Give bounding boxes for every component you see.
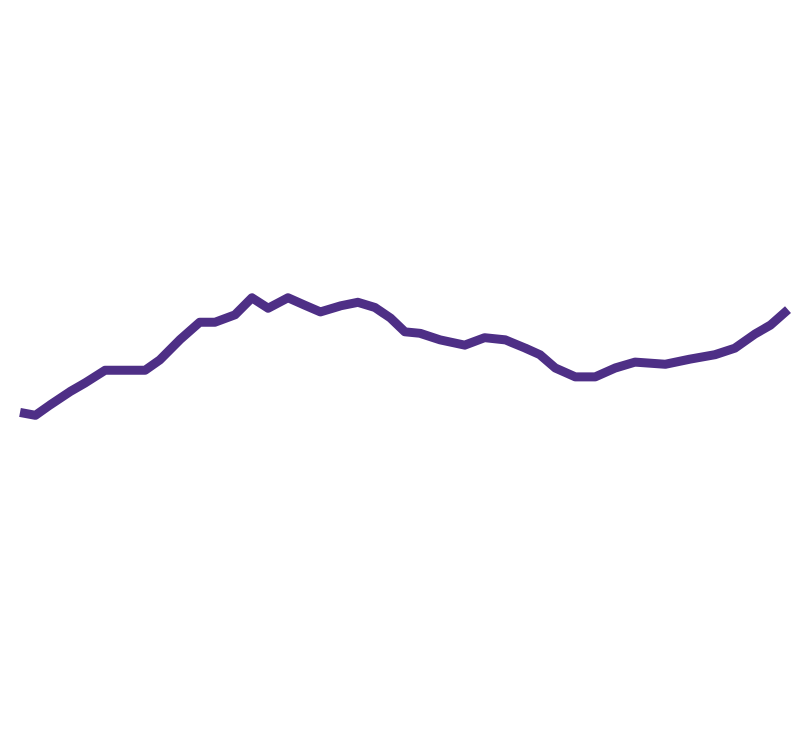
line [19, 293, 791, 420]
